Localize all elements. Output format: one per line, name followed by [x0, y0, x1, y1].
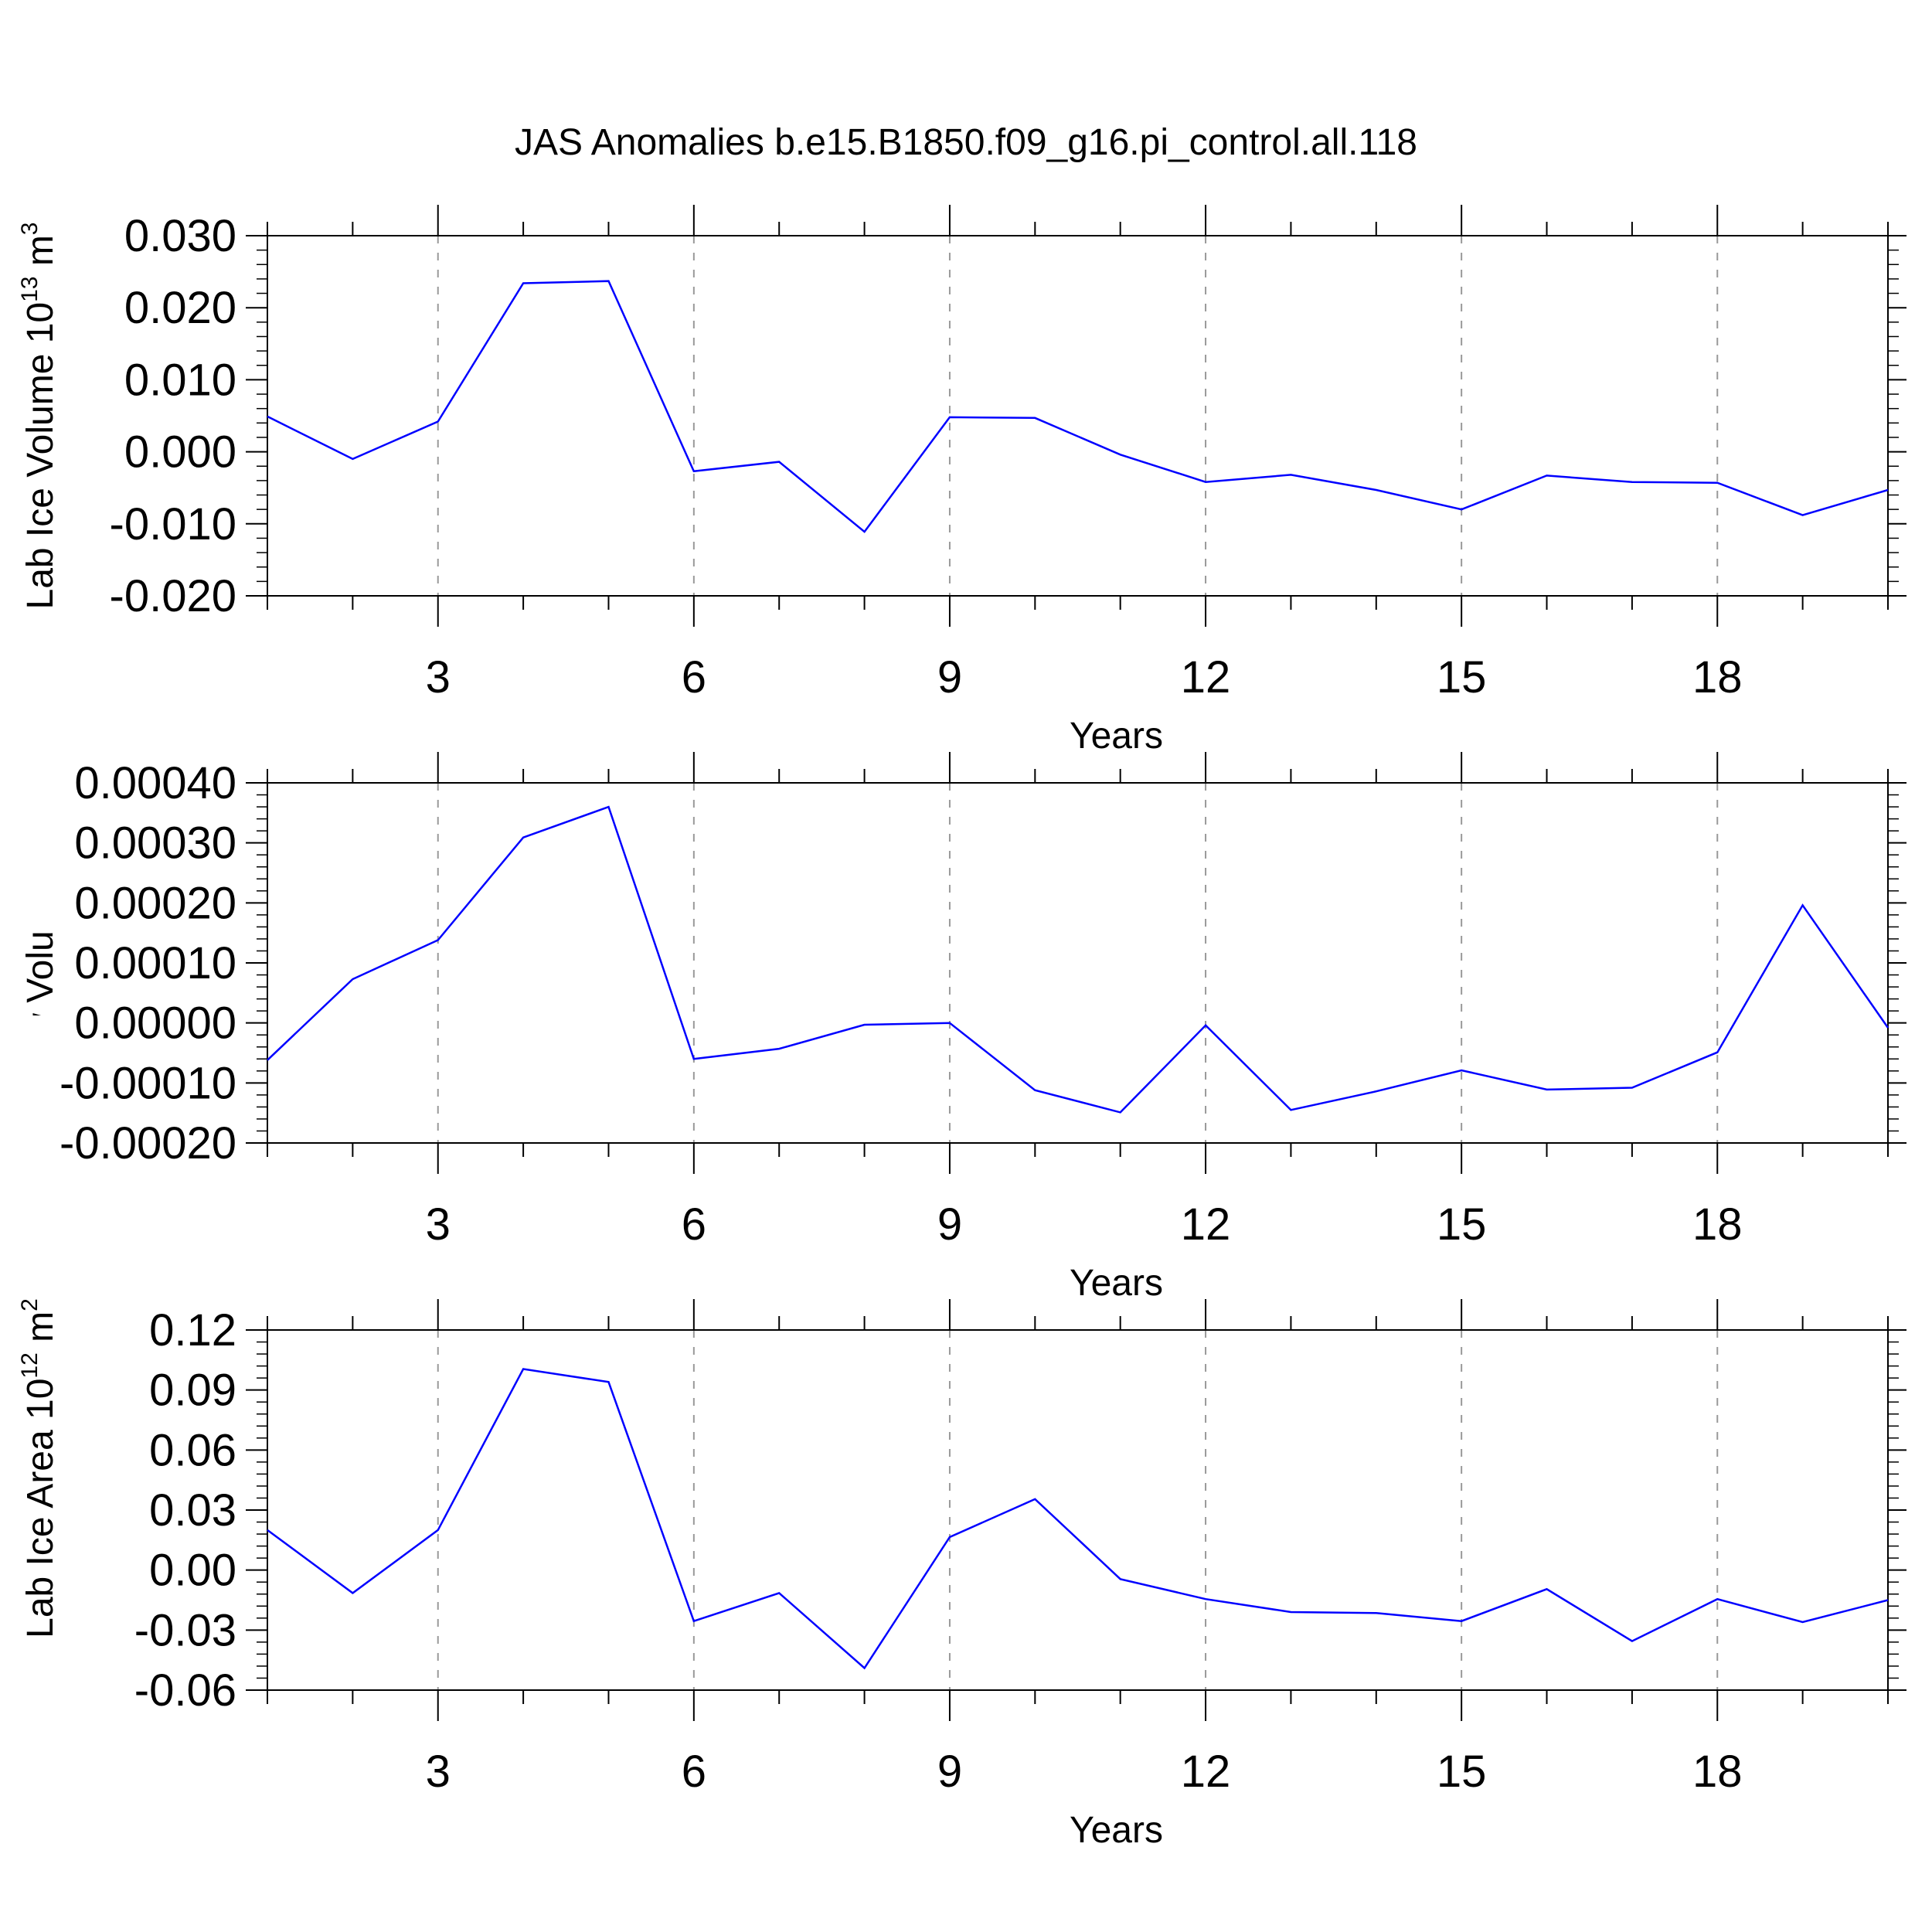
x-tick-label: 15 — [1437, 1747, 1487, 1797]
x-tick-label: 3 — [426, 1747, 451, 1797]
x-tick-label: 6 — [682, 1747, 706, 1797]
x-tick-label: 12 — [1181, 1199, 1231, 1250]
series-line — [267, 280, 1889, 533]
y-axis-title-unit: m — [20, 1311, 61, 1352]
x-axis-title: Years — [1070, 1263, 1163, 1304]
y-axis-title-exponent: 12 — [17, 1352, 43, 1378]
y-tick-label: 0.00040 — [74, 758, 236, 808]
x-tick-label: 9 — [937, 652, 962, 702]
x-tick-label: 6 — [682, 1199, 706, 1250]
y-tick-label: 0.010 — [124, 355, 236, 405]
y-axis-title-exponent: 13 — [17, 277, 43, 302]
x-tick-label: 18 — [1692, 1199, 1743, 1250]
y-axis-title-unit-exponent: 2 — [17, 1298, 43, 1311]
y-tick-label: 0.09 — [149, 1366, 236, 1416]
y-tick-label: 0.06 — [149, 1425, 236, 1475]
x-tick-label: 15 — [1437, 652, 1487, 702]
y-tick-label: -0.06 — [134, 1665, 236, 1716]
y-axis-title: Lab Snow Volume 1013 m3 — [17, 747, 61, 1178]
panel-ice-volume: -0.020 -0.010 0.000 0.010 0.020 0.030 3 6 9 12 15… — [17, 205, 1906, 757]
y-tick-label: 0.00 — [149, 1546, 236, 1596]
x-tick-label: 18 — [1692, 652, 1743, 702]
y-tick-label: 0.020 — [124, 283, 236, 333]
data-series — [267, 805, 1889, 1114]
y-tick-label: -0.00020 — [60, 1118, 236, 1168]
x-tick-label: 12 — [1181, 1747, 1231, 1797]
y-tick-label: 0.12 — [149, 1305, 236, 1355]
data-series — [267, 280, 1889, 533]
x-tick-label: 12 — [1181, 652, 1231, 702]
plot-frame — [267, 235, 1889, 597]
y-tick-label: 0.00000 — [74, 998, 236, 1049]
x-tick-label: 9 — [937, 1199, 962, 1250]
x-tick-labels: 3 6 9 12 15 18 — [426, 1199, 1743, 1250]
panel-snow-volume: -0.00020 -0.00010 0.00000 0.00010 0.00020 0.0… — [17, 747, 1906, 1304]
x-axis-title: Years — [1070, 716, 1163, 757]
x-tick-label: 3 — [426, 1199, 451, 1250]
panel-ice-area: -0.06 -0.03 0.00 0.03 0.06 0.09 0.12 3 6 9 12 15 18… — [17, 1298, 1906, 1851]
x-tick-labels: 3 6 9 12 15 18 — [426, 1747, 1743, 1797]
y-axis-title-unit-exponent: 3 — [17, 222, 43, 235]
axis-ticks — [246, 205, 1906, 627]
y-axis-title-main: Lab Ice Volume 10 — [20, 302, 61, 610]
y-tick-label: 0.03 — [149, 1485, 236, 1536]
y-tick-labels: -0.020 -0.010 0.000 0.010 0.020 0.030 — [110, 211, 236, 621]
axis-ticks — [246, 752, 1906, 1174]
y-tick-label: -0.00010 — [60, 1058, 236, 1108]
y-tick-label: -0.020 — [110, 571, 236, 621]
x-tick-label: 9 — [937, 1747, 962, 1797]
x-axis-title: Years — [1070, 1810, 1163, 1851]
y-tick-label: 0.00030 — [74, 818, 236, 869]
y-axis-title: Lab Ice Area 1012 m2 — [17, 1298, 61, 1638]
x-tick-label: 15 — [1437, 1199, 1487, 1250]
x-tick-label: 3 — [426, 652, 451, 702]
plot-frame — [267, 782, 1889, 1144]
y-tick-labels: -0.06 -0.03 0.00 0.03 0.06 0.09 0.12 — [134, 1305, 236, 1716]
x-tick-label: 6 — [682, 652, 706, 702]
axis-ticks — [246, 1299, 1906, 1721]
x-tick-labels: 3 6 9 12 15 18 — [426, 652, 1743, 702]
y-tick-label: 0.000 — [124, 427, 236, 478]
data-series — [267, 1368, 1889, 1670]
y-tick-label: -0.010 — [110, 499, 236, 549]
y-tick-labels: -0.00020 -0.00010 0.00000 0.00010 0.00020 0.0… — [60, 758, 236, 1168]
y-tick-label: 0.00010 — [74, 938, 236, 988]
plot-frame — [267, 1329, 1889, 1691]
y-axis-title-main: Lab Snow Volume 10 — [20, 828, 61, 1179]
chart-title: JAS Anomalies b.e15.B1850.f09_g16.pi_con… — [515, 122, 1417, 163]
y-axis-title: Lab Ice Volume 1013 m3 — [17, 222, 61, 609]
series-line — [267, 1368, 1889, 1670]
y-tick-label: -0.03 — [134, 1605, 236, 1655]
y-tick-label: 0.00020 — [74, 878, 236, 928]
x-tick-label: 18 — [1692, 1747, 1743, 1797]
y-tick-label: 0.030 — [124, 211, 236, 261]
y-axis-title-unit: m — [20, 235, 61, 276]
y-axis-title-main: Lab Ice Area 10 — [20, 1379, 61, 1638]
series-line — [267, 805, 1889, 1114]
